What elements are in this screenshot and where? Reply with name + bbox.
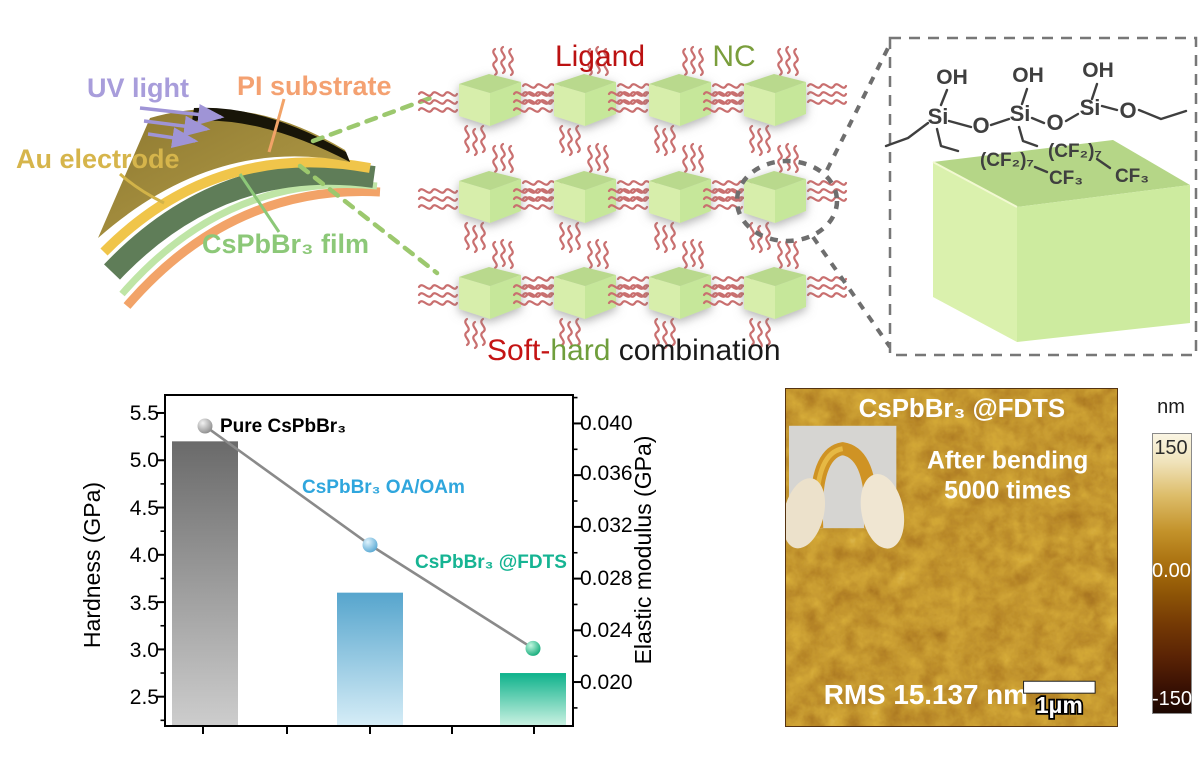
inset-photo [786,425,905,549]
oh-label: OH [1012,64,1044,87]
pi-substrate-leader-line [267,98,286,153]
oh-label: OH [936,66,968,89]
right-tick-labels: 0.040 0.036 0.032 0.028 0.024 0.020 [580,412,633,694]
array-to-molecule-connectors [811,43,892,349]
colorbar-max: 150 [1154,437,1188,459]
svg-text:3.5: 3.5 [130,592,159,615]
finger-right [860,473,905,549]
bending-note-line1: After bending [927,448,1088,475]
svg-text:0.028: 0.028 [580,567,633,590]
soft-hard-caption: Soft-hard combination [487,334,781,367]
svg-text:3.0: 3.0 [130,639,159,662]
si-label: Si [1010,101,1031,126]
top-illustration: UV light PI substrate Au electrode CsPbB… [16,36,1198,367]
svg-text:5.0: 5.0 [130,449,159,472]
film-label: CsPbBr₃ film [202,229,369,259]
cf3-label: CF₃ [1049,168,1083,189]
colorbar-unit: nm [1157,396,1185,418]
svg-text:4.0: 4.0 [130,544,159,567]
left-tick-labels: 5.5 5.0 4.5 4.0 3.5 3.0 2.5 [130,402,159,709]
connector-dashed-line [825,43,892,171]
hardness-bar-2 [500,673,566,726]
connector-dashed-line [310,93,439,144]
uv-arrows [139,104,225,149]
bending-note-line2: 5000 times [944,477,1071,504]
afm-panel: CsPbBr₃ @FDTS After bending 5000 times R… [785,388,1118,727]
annotation-pure: Pure CsPbBr₃ [220,416,346,437]
colorbar [1152,433,1192,714]
connector-dashed-line [811,235,892,349]
zoom-circle [734,158,840,244]
device-dark-green-layer [104,162,376,280]
film-leader-line [238,173,281,233]
device-gold-top-face [98,109,350,238]
modulus-marker-0 [197,418,213,434]
device-yellow-layer [100,157,371,256]
nc-label: NC [712,40,755,73]
oh-label: OH [1082,59,1114,82]
finger-left [786,478,826,549]
svg-text:5.5: 5.5 [130,402,159,425]
si-label: Si [928,104,949,129]
o-label: O [972,113,989,138]
svg-text:0.036: 0.036 [580,462,633,485]
o-label: O [1119,98,1136,123]
hardness-bars [172,441,566,726]
big-cube [932,140,1190,342]
right-axis-title: Elastic modulus (GPa) [630,436,656,665]
si-label: Si [1080,95,1101,120]
scale-bar [1023,680,1096,694]
o-label: O [1046,110,1063,135]
scale-bar-label: 1μm [1036,692,1083,718]
fdts-panel: OH OH OH Si Si Si O O O (CF₂)₇ (CF₂)₇ CF… [884,36,1198,357]
rms-label: RMS 15.137 nm [824,679,1028,710]
svg-text:0.024: 0.024 [580,619,633,642]
au-electrode-leader-line [119,172,165,205]
ligand-label: Ligand [555,40,645,73]
axis-ticks [157,396,581,734]
modulus-marker-2 [525,640,541,656]
annotation-fdts: CsPbBr₃ @FDTS [415,552,567,573]
molecule-labels: OH OH OH Si Si Si O O O (CF₂)₇ (CF₂)₇ CF… [928,59,1149,189]
nc-array-panel: Ligand NC Soft-hard combination [419,40,892,367]
hardness-bar-0 [172,441,238,726]
device-orange-pi-layer [123,187,381,309]
cf2-label: (CF₂)₇ [1048,141,1102,162]
hardness-bar-1 [337,592,403,726]
left-axis-title: Hardness (GPa) [79,482,105,648]
modulus-line [197,418,541,656]
annotation-oaoam: CsPbBr₃ OA/OAm [302,477,465,498]
device-schematic: UV light PI substrate Au electrode CsPbB… [16,71,392,309]
au-electrode-label: Au electrode [16,144,180,174]
device-black-strip [192,107,350,162]
cf2-label: (CF₂)₇ [980,150,1034,171]
connector-dashed-line [297,163,440,276]
cf3-label: CF₃ [1115,166,1149,187]
colorbar-min: -150 [1152,688,1193,710]
uv-light-label: UV light [87,73,189,103]
svg-text:4.5: 4.5 [130,497,159,520]
molecule-bonds [884,82,1188,174]
colorbar-mid: 0.00 [1152,560,1191,582]
afm-title: CsPbBr₃ @FDTS [859,395,1065,423]
device-to-array-connectors [297,93,440,276]
chart-panel: 5.5 5.0 4.5 4.0 3.5 3.0 2.5 0.040 0.036 … [79,394,656,734]
svg-text:2.5: 2.5 [130,686,159,709]
modulus-marker-1 [362,537,378,553]
svg-text:0.040: 0.040 [580,412,633,435]
svg-text:0.020: 0.020 [580,671,633,694]
pi-substrate-label: PI substrate [237,71,392,101]
svg-text:0.032: 0.032 [580,514,633,537]
